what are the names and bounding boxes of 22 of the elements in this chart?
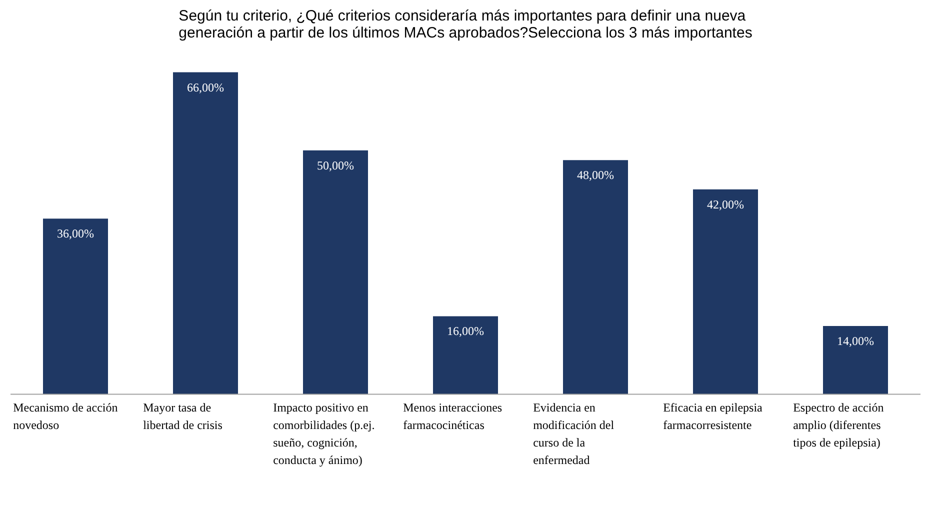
data-label: 66,00%	[187, 80, 224, 94]
x-tick-label: Espectro de acción amplio (diferentes tipos de epilepsia)	[793, 400, 884, 450]
bar	[693, 189, 758, 394]
chart-title: Según tu criterio, ¿Qué criterios consideraría más importantes para definir una nueva generación a partir de los últimos MACs aprobados?Selecciona los 3 más importantes	[178, 8, 752, 42]
bar	[43, 218, 108, 394]
bar	[173, 72, 238, 394]
x-tick-label: Impacto positivo en comorbilidades (p.ej. sueño, cognición, conducta y ánimo)	[273, 400, 375, 468]
x-tick-label: Mecanismo de acción novedoso	[13, 400, 118, 432]
data-label: 48,00%	[577, 168, 614, 182]
x-tick-label: Menos interacciones farmacocinéticas	[403, 400, 502, 432]
data-label: 36,00%	[57, 226, 94, 241]
data-label: 14,00%	[837, 334, 874, 348]
bar	[823, 326, 888, 394]
bar	[433, 316, 498, 394]
bar	[303, 150, 368, 394]
x-tick-label: Eficacia en epilepsia farmacorresistente	[663, 400, 764, 432]
bar	[563, 160, 628, 394]
x-tick-label: Evidencia en modificación del curso de la enfermedad	[533, 400, 615, 468]
x-tick-label: Mayor tasa de libertad de crisis	[143, 400, 223, 432]
data-label: 42,00%	[707, 197, 744, 212]
data-label: 50,00%	[317, 158, 354, 172]
data-label: 16,00%	[447, 324, 484, 338]
